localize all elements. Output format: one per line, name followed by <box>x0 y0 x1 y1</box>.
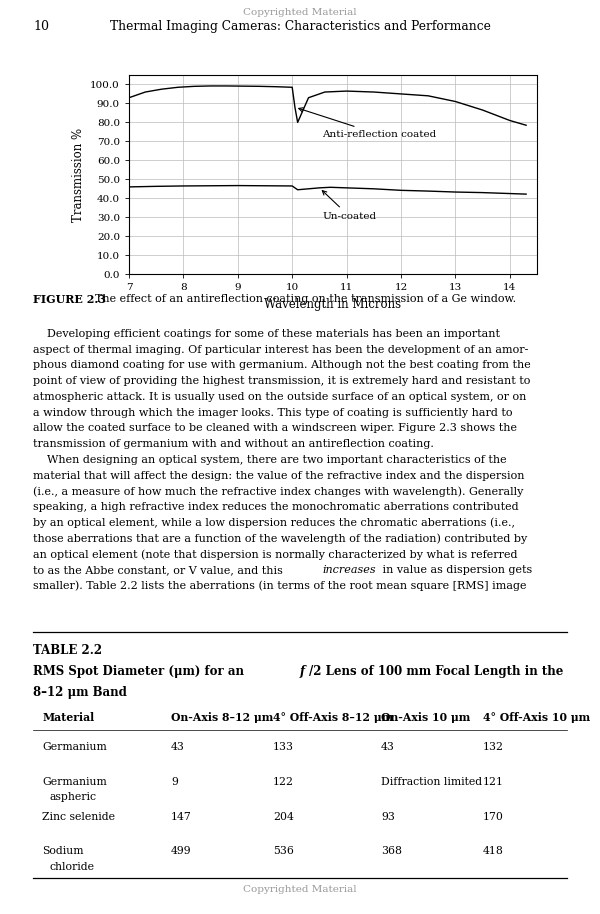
Text: 122: 122 <box>273 777 294 787</box>
Text: 43: 43 <box>171 742 185 752</box>
Text: 536: 536 <box>273 846 294 856</box>
Text: Copyrighted Material: Copyrighted Material <box>243 8 357 16</box>
Text: Germanium: Germanium <box>42 742 107 752</box>
Text: FIGURE 2.3: FIGURE 2.3 <box>33 294 106 305</box>
Text: TABLE 2.2: TABLE 2.2 <box>33 644 102 657</box>
X-axis label: Wavelength in Microns: Wavelength in Microns <box>265 298 401 311</box>
Text: The effect of an antireflection coating on the transmission of a Ge window.: The effect of an antireflection coating … <box>88 294 517 304</box>
Text: 418: 418 <box>483 846 504 856</box>
Text: speaking, a high refractive index reduces the monochromatic aberrations contribu: speaking, a high refractive index reduce… <box>33 502 518 512</box>
Text: a window through which the imager looks. This type of coating is sufficiently ha: a window through which the imager looks.… <box>33 408 512 418</box>
Text: f: f <box>300 665 305 678</box>
Text: Sodium: Sodium <box>42 846 83 856</box>
Text: material that will affect the design: the value of the refractive index and the : material that will affect the design: th… <box>33 471 524 481</box>
Text: 368: 368 <box>381 846 402 856</box>
Text: Copyrighted Material: Copyrighted Material <box>243 885 357 894</box>
Text: 9: 9 <box>171 777 178 787</box>
Text: Material: Material <box>42 712 94 723</box>
Text: Zinc selenide: Zinc selenide <box>42 812 115 822</box>
Text: Diffraction limited: Diffraction limited <box>381 777 482 787</box>
Text: 147: 147 <box>171 812 192 822</box>
Text: atmospheric attack. It is usually used on the outside surface of an optical syst: atmospheric attack. It is usually used o… <box>33 392 526 402</box>
Text: 8–12 μm Band: 8–12 μm Band <box>33 686 127 699</box>
Y-axis label: Transmission %: Transmission % <box>71 128 85 221</box>
Text: point of view of providing the highest transmission, it is extremely hard and re: point of view of providing the highest t… <box>33 377 530 387</box>
Text: transmission of germanium with and without an antireflection coating.: transmission of germanium with and witho… <box>33 439 434 449</box>
Text: RMS Spot Diameter (μm) for an: RMS Spot Diameter (μm) for an <box>33 665 248 678</box>
Text: those aberrations that are a function of the wavelength of the radiation) contri: those aberrations that are a function of… <box>33 534 527 544</box>
Text: aspheric: aspheric <box>49 792 96 802</box>
Text: 132: 132 <box>483 742 504 752</box>
Text: On-Axis 10 μm: On-Axis 10 μm <box>381 712 470 723</box>
Text: an optical element (note that dispersion is normally characterized by what is re: an optical element (note that dispersion… <box>33 549 517 559</box>
Text: smaller). Table 2.2 lists the aberrations (in terms of the root mean square [RMS: smaller). Table 2.2 lists the aberration… <box>33 580 527 591</box>
Text: phous diamond coating for use with germanium. Although not the best coating from: phous diamond coating for use with germa… <box>33 360 531 370</box>
Text: increases: increases <box>322 565 376 575</box>
Text: 43: 43 <box>381 742 395 752</box>
Text: 10: 10 <box>33 20 49 33</box>
Text: to as the Abbe constant, or V value, and this: to as the Abbe constant, or V value, and… <box>33 565 286 575</box>
Text: 93: 93 <box>381 812 395 822</box>
Text: When designing an optical system, there are two important characteristics of the: When designing an optical system, there … <box>33 455 506 465</box>
Text: /2 Lens of 100 mm Focal Length in the: /2 Lens of 100 mm Focal Length in the <box>309 665 563 678</box>
Text: Germanium: Germanium <box>42 777 107 787</box>
Text: Developing efficient coatings for some of these materials has been an important: Developing efficient coatings for some o… <box>33 329 500 339</box>
Text: 170: 170 <box>483 812 504 822</box>
Text: 4° Off-Axis 10 μm: 4° Off-Axis 10 μm <box>483 712 590 723</box>
Text: 133: 133 <box>273 742 294 752</box>
Text: 499: 499 <box>171 846 191 856</box>
Text: 204: 204 <box>273 812 294 822</box>
Text: On-Axis 8–12 μm: On-Axis 8–12 μm <box>171 712 273 723</box>
Text: 4° Off-Axis 8–12 μm: 4° Off-Axis 8–12 μm <box>273 712 393 723</box>
Text: 121: 121 <box>483 777 504 787</box>
Text: Un-coated: Un-coated <box>322 191 376 220</box>
Text: chloride: chloride <box>49 862 94 872</box>
Text: in value as dispersion gets: in value as dispersion gets <box>379 565 532 575</box>
Text: aspect of thermal imaging. Of particular interest has been the development of an: aspect of thermal imaging. Of particular… <box>33 345 529 355</box>
Text: Thermal Imaging Cameras: Characteristics and Performance: Thermal Imaging Cameras: Characteristics… <box>110 20 490 33</box>
Text: by an optical element, while a low dispersion reduces the chromatic aberrations : by an optical element, while a low dispe… <box>33 517 515 528</box>
Text: allow the coated surface to be cleaned with a windscreen wiper. Figure 2.3 shows: allow the coated surface to be cleaned w… <box>33 423 517 433</box>
Text: Anti-reflection coated: Anti-reflection coated <box>299 108 436 139</box>
Text: (i.e., a measure of how much the refractive index changes with wavelength). Gene: (i.e., a measure of how much the refract… <box>33 486 523 497</box>
